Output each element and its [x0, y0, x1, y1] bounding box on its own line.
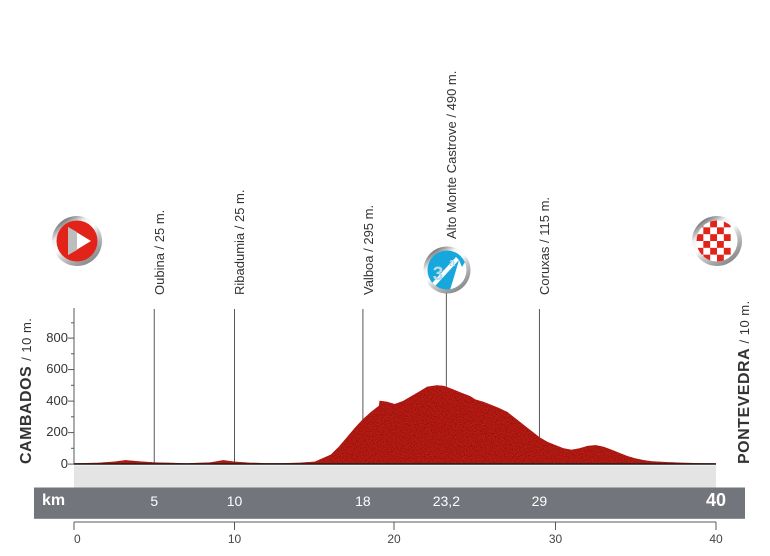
svg-text:a: a — [449, 257, 456, 269]
svg-text:3: 3 — [433, 264, 444, 285]
